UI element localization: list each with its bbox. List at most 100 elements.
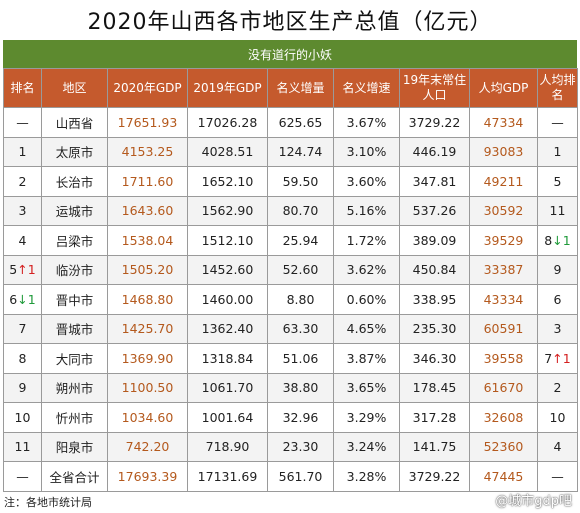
cell-nominal-increase-value: 80.70	[282, 203, 319, 219]
cell-nominal-increase-value: 23.30	[282, 439, 319, 455]
header-per-capita-gdp: 人均GDP	[469, 68, 538, 108]
cell-nominal-increase-value: 63.30	[282, 321, 319, 337]
cell-nominal-increase-value: 625.65	[278, 114, 323, 130]
cell-nominal-increase: 124.74	[267, 136, 334, 167]
cell-nominal-increase-value: 52.60	[282, 262, 319, 278]
table-row: — 山西省 17651.93 17026.28 625.65 3.67% 3729.22 47…	[3, 107, 578, 138]
cell-gdp-2020-value: 742.20	[125, 439, 170, 455]
cell-per-capita-gdp-value: 30592	[483, 203, 524, 219]
cell-region: 临汾市	[41, 254, 108, 285]
cell-population: 317.28	[399, 402, 470, 433]
cell-per-capita-rank: —	[537, 107, 578, 138]
cell-gdp-2019: 1512.10	[187, 225, 268, 256]
cell-gdp-2020: 1369.90	[107, 343, 188, 374]
cell-nominal-growth: 3.67%	[333, 107, 400, 138]
cell-rank: 10	[3, 402, 42, 433]
cell-gdp-2020: 1711.60	[107, 166, 188, 197]
cell-region-value: 长治市	[55, 174, 94, 190]
cell-per-capita-rank-value: 11	[549, 203, 566, 219]
cell-per-capita-rank: 10	[537, 402, 578, 433]
cell-per-capita-rank-value: 9	[553, 262, 562, 278]
cell-nominal-increase-value: 561.70	[278, 468, 323, 484]
cell-rank: 9	[3, 372, 42, 403]
table-row: 11 阳泉市 742.20 718.90 23.30 3.24% 141.75 52360 4	[3, 431, 578, 462]
cell-per-capita-gdp-value: 32608	[483, 409, 524, 425]
cell-nominal-growth: 3.87%	[333, 343, 400, 374]
cell-per-capita-gdp: 39529	[469, 225, 538, 256]
cell-per-capita-rank-value: 10	[549, 409, 566, 425]
cell-nominal-growth-value: 3.67%	[346, 114, 387, 130]
cell-rank: 1	[3, 136, 42, 167]
cell-gdp-2019: 1001.64	[187, 402, 268, 433]
cell-per-capita-gdp: 61670	[469, 372, 538, 403]
cell-per-capita-rank: 1	[537, 136, 578, 167]
cell-gdp-2020-value: 1369.90	[121, 350, 174, 366]
cell-gdp-2020: 1643.60	[107, 195, 188, 226]
cell-gdp-2019-value: 1562.90	[201, 203, 254, 219]
cell-nominal-increase: 561.70	[267, 461, 334, 492]
cell-gdp-2019-value: 718.90	[205, 439, 250, 455]
cell-gdp-2020-value: 1711.60	[121, 173, 174, 189]
cell-nominal-growth: 3.24%	[333, 431, 400, 462]
cell-rank-value: 1	[18, 144, 27, 160]
cell-gdp-2019-value: 1001.64	[201, 409, 254, 425]
cell-nominal-increase: 59.50	[267, 166, 334, 197]
cell-per-capita-rank: —	[537, 461, 578, 492]
cell-rank-value: 9	[18, 380, 27, 396]
table-row: 10 忻州市 1034.60 1001.64 32.96 3.29% 317.28 32608…	[3, 402, 578, 433]
cell-nominal-growth-value: 5.16%	[346, 203, 387, 219]
cell-per-capita-gdp-value: 43334	[483, 291, 524, 307]
cell-nominal-increase-value: 124.74	[278, 144, 323, 160]
cell-per-capita-rank: 2	[537, 372, 578, 403]
cell-nominal-increase: 51.06	[267, 343, 334, 374]
cell-population-value: 235.30	[412, 321, 457, 337]
table-row: 4 吕梁市 1538.04 1512.10 25.94 1.72% 389.09 39529 8…	[3, 225, 578, 256]
cell-gdp-2019: 17131.69	[187, 461, 268, 492]
header-nominal-increase: 名义增量	[267, 68, 334, 108]
cell-nominal-growth: 3.62%	[333, 254, 400, 285]
cell-rank: 2	[3, 166, 42, 197]
cell-per-capita-rank: 11	[537, 195, 578, 226]
cell-gdp-2019-value: 1452.60	[201, 262, 254, 278]
cell-population: 178.45	[399, 372, 470, 403]
table-row: 5↑1 临汾市 1505.20 1452.60 52.60 3.62% 450.84 3338…	[3, 254, 578, 285]
cell-gdp-2019: 17026.28	[187, 107, 268, 138]
cell-population: 537.26	[399, 195, 470, 226]
table-row: 1 太原市 4153.25 4028.51 124.74 3.10% 446.19 93083…	[3, 136, 578, 167]
cell-rank: 3	[3, 195, 42, 226]
cell-gdp-2020-value: 1538.04	[121, 232, 174, 248]
cell-population: 3729.22	[399, 461, 470, 492]
cell-rank-value: 5	[9, 262, 18, 278]
cell-gdp-2020: 742.20	[107, 431, 188, 462]
cell-per-capita-gdp-value: 60591	[483, 321, 524, 337]
cell-nominal-growth-value: 3.10%	[346, 144, 387, 160]
cell-region-value: 忻州市	[55, 410, 94, 426]
header-region: 地区	[41, 68, 108, 108]
cell-per-capita-gdp-value: 47334	[483, 114, 524, 130]
cell-per-capita-gdp: 49211	[469, 166, 538, 197]
cell-per-capita-rank-value: 5	[553, 173, 562, 189]
cell-region-value: 临汾市	[55, 263, 94, 279]
cell-nominal-growth: 0.60%	[333, 284, 400, 315]
table-row: 8 大同市 1369.90 1318.84 51.06 3.87% 346.30 39558 7…	[3, 343, 578, 374]
cell-region: 全省合计	[41, 461, 108, 492]
cell-per-capita-rank-value: 7	[544, 350, 553, 366]
cell-per-capita-rank: 4	[537, 431, 578, 462]
cell-rank-value: 11	[14, 439, 31, 455]
cell-population: 338.95	[399, 284, 470, 315]
cell-per-capita-gdp: 93083	[469, 136, 538, 167]
cell-nominal-growth-value: 3.87%	[346, 350, 387, 366]
cell-gdp-2019: 1061.70	[187, 372, 268, 403]
footnote: 注：各地市统计局	[4, 496, 92, 509]
page-title: 2020年山西各市地区生产总值（亿元）	[87, 10, 493, 35]
cell-region-value: 朔州市	[55, 381, 94, 397]
cell-region: 吕梁市	[41, 225, 108, 256]
cell-rank-value: 6	[9, 291, 18, 307]
cell-gdp-2020: 17693.39	[107, 461, 188, 492]
cell-gdp-2020-value: 1100.50	[121, 380, 174, 396]
author-banner: 没有道行的小妖	[3, 40, 577, 68]
cell-per-capita-gdp-value: 47445	[483, 468, 524, 484]
cell-nominal-growth: 1.72%	[333, 225, 400, 256]
cell-gdp-2020: 1100.50	[107, 372, 188, 403]
